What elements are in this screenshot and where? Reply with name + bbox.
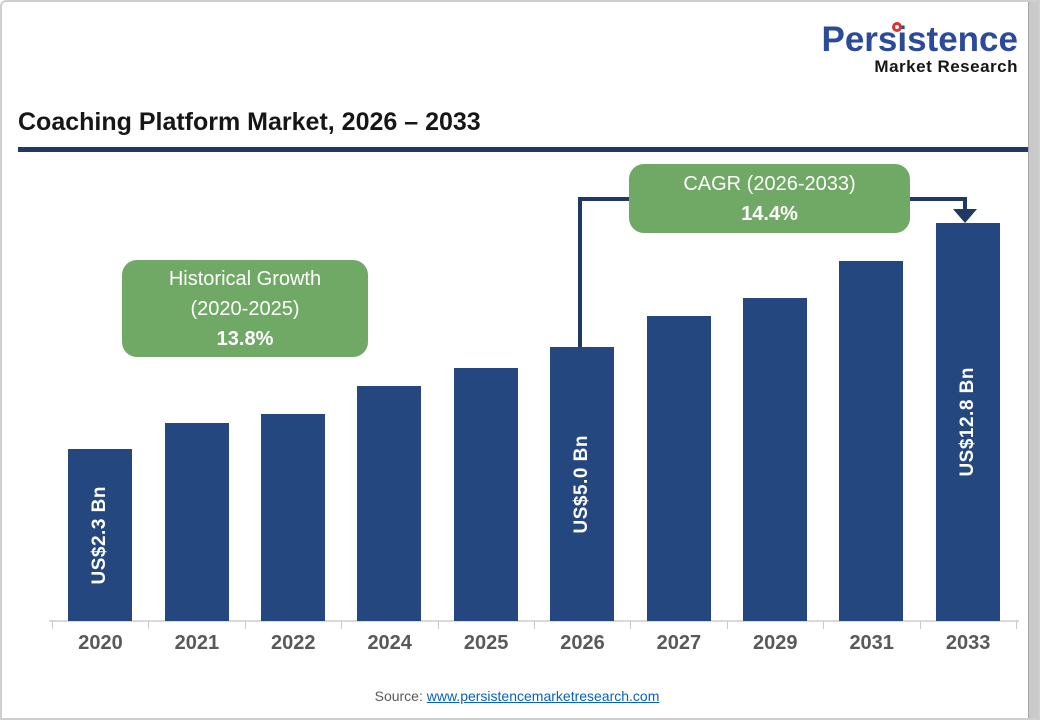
x-axis-tick	[823, 621, 825, 629]
x-tick-label-2024: 2024	[367, 632, 412, 654]
x-axis-tick	[244, 621, 246, 629]
bar-2027	[646, 316, 711, 621]
x-tick-label-2026: 2026	[560, 632, 605, 654]
source-prefix: Source:	[374, 688, 427, 704]
x-axis-tick	[341, 621, 343, 629]
x-axis-tick	[630, 621, 632, 629]
x-tick-label-2020: 2020	[78, 632, 123, 654]
bar-2022	[261, 414, 325, 621]
historical-growth-value: 13.8%	[216, 327, 274, 350]
x-tick-label-2022: 2022	[271, 632, 316, 654]
x-tick-label-2025: 2025	[463, 632, 509, 654]
bar-2026: US$5.0 Bn	[550, 347, 615, 621]
x-axis-tick	[437, 621, 439, 629]
bar-value-label-2020: US$2.3 Bn	[89, 485, 111, 585]
x-tick-label-2027: 2027	[656, 632, 702, 654]
x-axis-tick	[534, 621, 535, 629]
historical-growth-label-line1: Historical Growth	[168, 267, 322, 290]
cagr-value: 14.4%	[741, 202, 798, 225]
source-link[interactable]: www.persistencemarketresearch.com	[426, 688, 660, 704]
historical-growth-callout: Historical Growth (2020-2025) 13.8%	[122, 260, 368, 357]
x-axis-tick	[1016, 621, 1017, 629]
logo-i-dot-icon	[892, 22, 902, 32]
x-tick-label-2021: 2021	[174, 632, 220, 654]
x-tick-label-2031: 2031	[849, 632, 894, 654]
bar-2033: US$12.8 Bn	[935, 223, 1000, 621]
cagr-label-line1: CAGR (2026-2033)	[683, 172, 856, 195]
window-right-edge	[1028, 2, 1038, 718]
brand-tagline: Market Research	[874, 57, 1018, 76]
title-underline	[18, 147, 1030, 152]
x-axis-tick	[148, 621, 150, 629]
source-line: Source: www.persistencemarketresearch.co…	[2, 688, 1032, 704]
cagr-callout: CAGR (2026-2033) 14.4%	[629, 164, 910, 233]
cagr-arrow-line-to-2033	[963, 197, 967, 210]
bar-2020: US$2.3 Bn	[68, 449, 133, 621]
bar-2025	[453, 368, 518, 621]
bar-2029	[743, 298, 807, 621]
x-axis-tick	[726, 621, 728, 629]
x-axis-tick	[52, 621, 53, 629]
bar-value-label-2033: US$12.8 Bn	[956, 367, 978, 477]
x-tick-label-2029: 2029	[753, 632, 798, 654]
x-tick-label-2033: 2033	[945, 632, 991, 654]
brand-name: Persistence	[821, 20, 1018, 59]
x-axis-tick	[919, 621, 921, 629]
bar-2031	[839, 261, 904, 621]
historical-growth-label-line2: (2020-2025)	[190, 297, 300, 320]
bar-2024	[357, 386, 422, 621]
cagr-arrowhead-icon	[953, 209, 977, 223]
page-title: Coaching Platform Market, 2026 – 2033	[18, 108, 481, 136]
bar-2021	[164, 423, 229, 621]
cagr-arrow-line-from-2026	[578, 198, 582, 347]
brand-logo: Persistence Market Research	[821, 20, 1018, 76]
bar-value-label-2026: US$5.0 Bn	[571, 434, 593, 534]
